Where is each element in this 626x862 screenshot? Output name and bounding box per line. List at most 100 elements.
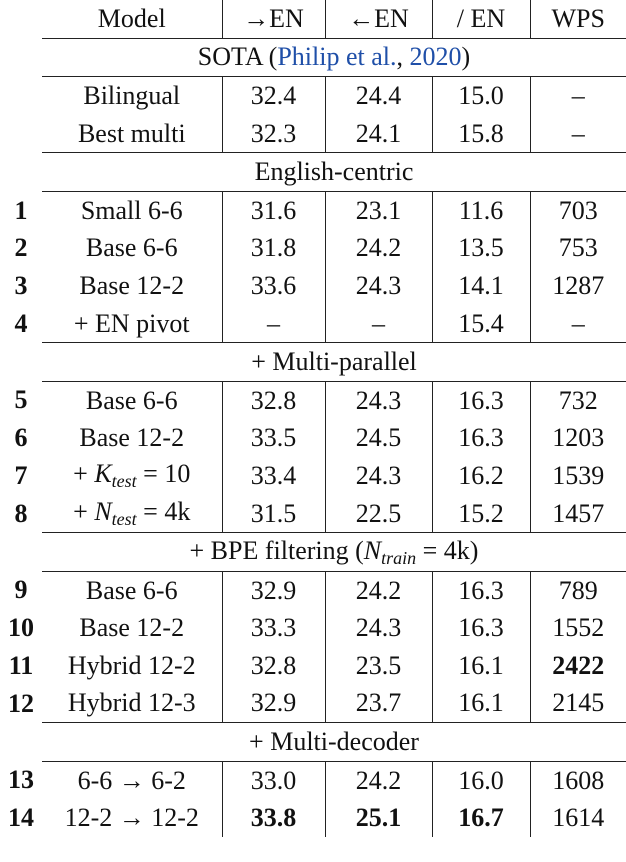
text-part: , [396, 42, 410, 72]
value-cell: 33.3 [221, 609, 325, 648]
value-cell: 24.4 [324, 76, 432, 115]
row-number: 9 [14, 575, 28, 605]
model-name: Base 12-2 [79, 270, 185, 300]
row-number: 12 [8, 688, 34, 718]
data-row: 5 Base 6-6 32.8 24.3 16.3 732 [0, 381, 626, 420]
model-name: Hybrid 12-2 [67, 650, 196, 680]
value-cell: 1287 [529, 267, 626, 305]
value-cell: 15.4 [431, 304, 530, 343]
row-number: 2 [14, 233, 28, 263]
value-cell: 753 [529, 229, 626, 268]
header-row: Model →EN ←EN / EN WPS [0, 0, 626, 39]
value-cell: 1608 [529, 761, 626, 800]
table-body: Model →EN ←EN / EN WPS SOTA (Philip et al., 2… [0, 0, 626, 838]
value-cell: 24.3 [324, 267, 432, 305]
data-row: 9 Base 6-6 32.9 24.2 16.3 789 [0, 571, 626, 610]
value-cell: 25.1 [324, 799, 432, 838]
value-cell: 24.2 [324, 761, 432, 800]
data-row: 3 Base 12-2 33.6 24.3 14.1 1287 [0, 267, 626, 305]
row-number: 14 [8, 803, 34, 833]
value-cell: 24.3 [324, 609, 432, 648]
value-cell: – [529, 76, 626, 115]
value-cell: 24.2 [324, 571, 432, 610]
row-number: 1 [14, 195, 28, 225]
model-name: 6-6 → 6-2 [77, 765, 186, 795]
model-name: Hybrid 12-3 [67, 688, 196, 718]
model-name: Base 12-2 [79, 423, 185, 453]
value-cell: 16.3 [431, 571, 530, 610]
value-cell: 31.6 [221, 191, 325, 230]
value-cell: 32.4 [221, 76, 325, 115]
text-part: test [111, 509, 137, 530]
data-row: 13 6-6 → 6-2 33.0 24.2 16.0 1608 [0, 761, 626, 800]
header-cell: Model [42, 0, 222, 39]
value-cell: 703 [529, 191, 626, 230]
value-cell: 33.5 [221, 419, 325, 458]
value-cell: – [324, 304, 432, 343]
row-number-cell [0, 533, 42, 572]
model-name: Base 12-2 [79, 613, 185, 643]
row-number-cell [0, 0, 42, 38]
section-row: + Multi-decoder [0, 722, 626, 762]
text-part: train [381, 547, 417, 568]
header-cell: ←EN [324, 0, 432, 39]
text-part: K [94, 459, 112, 489]
header-cell: / EN [431, 0, 530, 39]
data-row: Bilingual 32.4 24.4 15.0– [0, 76, 626, 115]
value-cell: 16.1 [431, 647, 530, 685]
value-cell: 14.1 [431, 267, 530, 305]
value-cell: 33.8 [221, 799, 325, 838]
section-title: English-centric [42, 152, 626, 192]
text-part: + [73, 497, 95, 527]
value-cell: 732 [529, 381, 626, 420]
value-cell: 15.0 [431, 76, 530, 115]
text-part: + BPE filtering ( [189, 535, 364, 565]
data-row: Best multi 32.3 24.1 15.8– [0, 114, 626, 153]
data-row: 4 + EN pivot – –15.4– [0, 304, 626, 343]
data-row: 7 + Ktest = 10 33.4 24.3 16.2 1539 [0, 457, 626, 495]
data-row: 10 Base 12-2 33.3 24.3 16.3 1552 [0, 609, 626, 648]
model-name: Bilingual [83, 80, 181, 110]
model-name: + Ntest = 4k [42, 495, 222, 533]
value-cell: 32.3 [221, 114, 325, 153]
model-name: Base 6-6 [85, 385, 178, 415]
row-number-cell [0, 723, 42, 762]
value-cell: 789 [529, 571, 626, 610]
value-cell: 1539 [529, 457, 626, 495]
value-cell: 24.2 [324, 229, 432, 268]
data-row: 6 Base 12-2 33.5 24.5 16.3 1203 [0, 419, 626, 458]
text-part: SOTA ( [197, 42, 278, 72]
text-part: + [73, 459, 95, 489]
model-name: Base 6-6 [85, 575, 178, 605]
value-cell: 24.3 [324, 457, 432, 495]
model-name: Base 6-6 [85, 233, 178, 263]
value-cell: 16.3 [431, 609, 530, 648]
row-number: 11 [8, 650, 34, 680]
text-part: test [111, 471, 137, 492]
value-cell: 16.7 [431, 799, 530, 838]
header-cell: →EN [221, 0, 325, 39]
value-cell: 16.2 [431, 457, 530, 495]
row-number: 3 [14, 270, 28, 300]
value-cell: 32.8 [221, 647, 325, 685]
data-row: 11 Hybrid 12-2 32.8 23.5 16.1 2422 [0, 647, 626, 685]
value-cell: 33.4 [221, 457, 325, 495]
value-cell: – [529, 114, 626, 153]
value-cell: 31.8 [221, 229, 325, 268]
value-cell: 32.8 [221, 381, 325, 420]
value-cell: 31.5 [221, 494, 325, 533]
value-cell: 11.6 [431, 191, 530, 230]
section-title: + Multi-parallel [42, 342, 626, 382]
section-title: + BPE filtering (Ntrain = 4k) [42, 532, 626, 572]
value-cell: 33.6 [221, 267, 325, 305]
value-cell: 1203 [529, 419, 626, 458]
value-cell: 16.0 [431, 761, 530, 800]
model-name: + Ktest = 10 [42, 457, 222, 495]
value-cell: 24.1 [324, 114, 432, 153]
results-table: Model →EN ←EN / EN WPS SOTA (Philip et al., 2… [0, 0, 626, 838]
model-name: + EN pivot [73, 308, 190, 338]
row-number: 7 [14, 460, 28, 490]
value-cell: 1552 [529, 609, 626, 648]
model-name: Best multi [77, 118, 186, 148]
value-cell: 23.1 [324, 191, 432, 230]
